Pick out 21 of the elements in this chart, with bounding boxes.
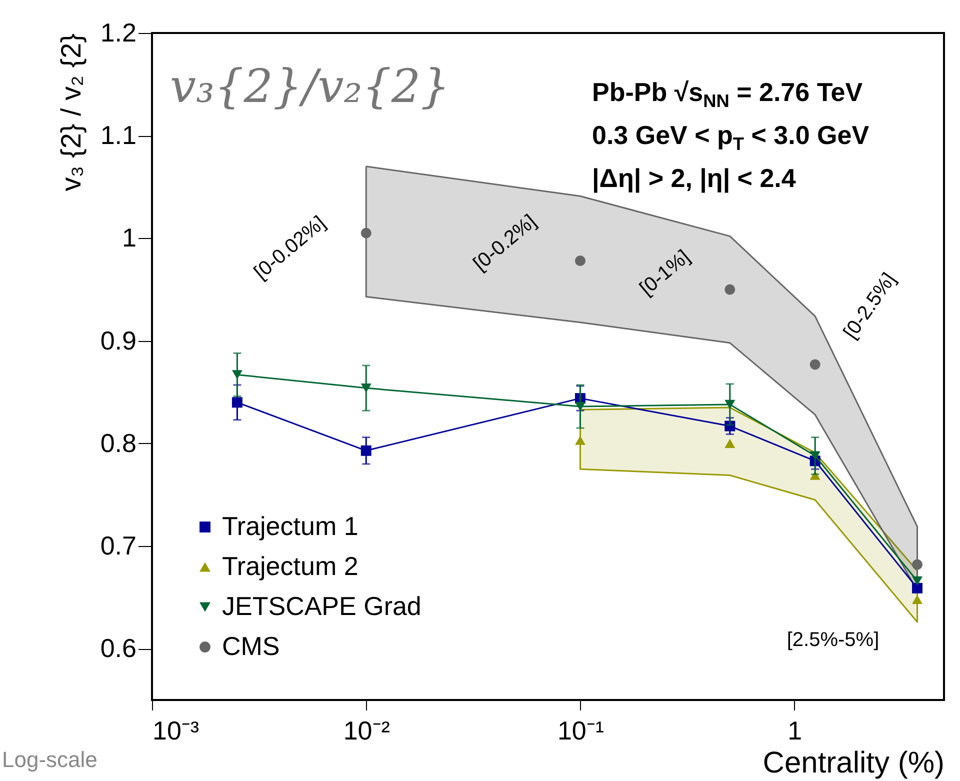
y-tick-label: 1 bbox=[122, 222, 136, 253]
legend-label: Trajectum 2 bbox=[222, 551, 358, 581]
x-tick-label: 10⁻³ bbox=[152, 716, 200, 746]
annotation: v₃{2}/v₂{2} bbox=[170, 59, 450, 113]
y-tick-label: 0.8 bbox=[100, 428, 136, 458]
legend-label: Trajectum 1 bbox=[222, 511, 358, 541]
x-tick-label: 10⁻² bbox=[343, 716, 390, 746]
y-tick-label: 1.1 bbox=[100, 120, 136, 150]
y-tick-label: 1.2 bbox=[100, 18, 136, 48]
annotation: [2.5%-5%] bbox=[786, 629, 880, 651]
x-tick-label: 10⁻¹ bbox=[557, 716, 604, 746]
y-tick-label: 0.9 bbox=[100, 325, 136, 356]
legend-label: JETSCAPE Grad bbox=[222, 591, 422, 621]
y-axis-title: v₃ {2} / v₂ {2} bbox=[55, 34, 86, 192]
y-tick-label: 0.6 bbox=[100, 633, 136, 664]
text: Log-scale bbox=[2, 747, 98, 772]
legend-label: CMS bbox=[222, 631, 280, 661]
x-tick-label: 1 bbox=[788, 716, 802, 746]
y-tick-label: 0.7 bbox=[100, 530, 136, 561]
x-axis-title: Centrality (%) bbox=[762, 746, 944, 780]
annotation: |Δη| > 2, |η| < 2.4 bbox=[592, 163, 796, 193]
